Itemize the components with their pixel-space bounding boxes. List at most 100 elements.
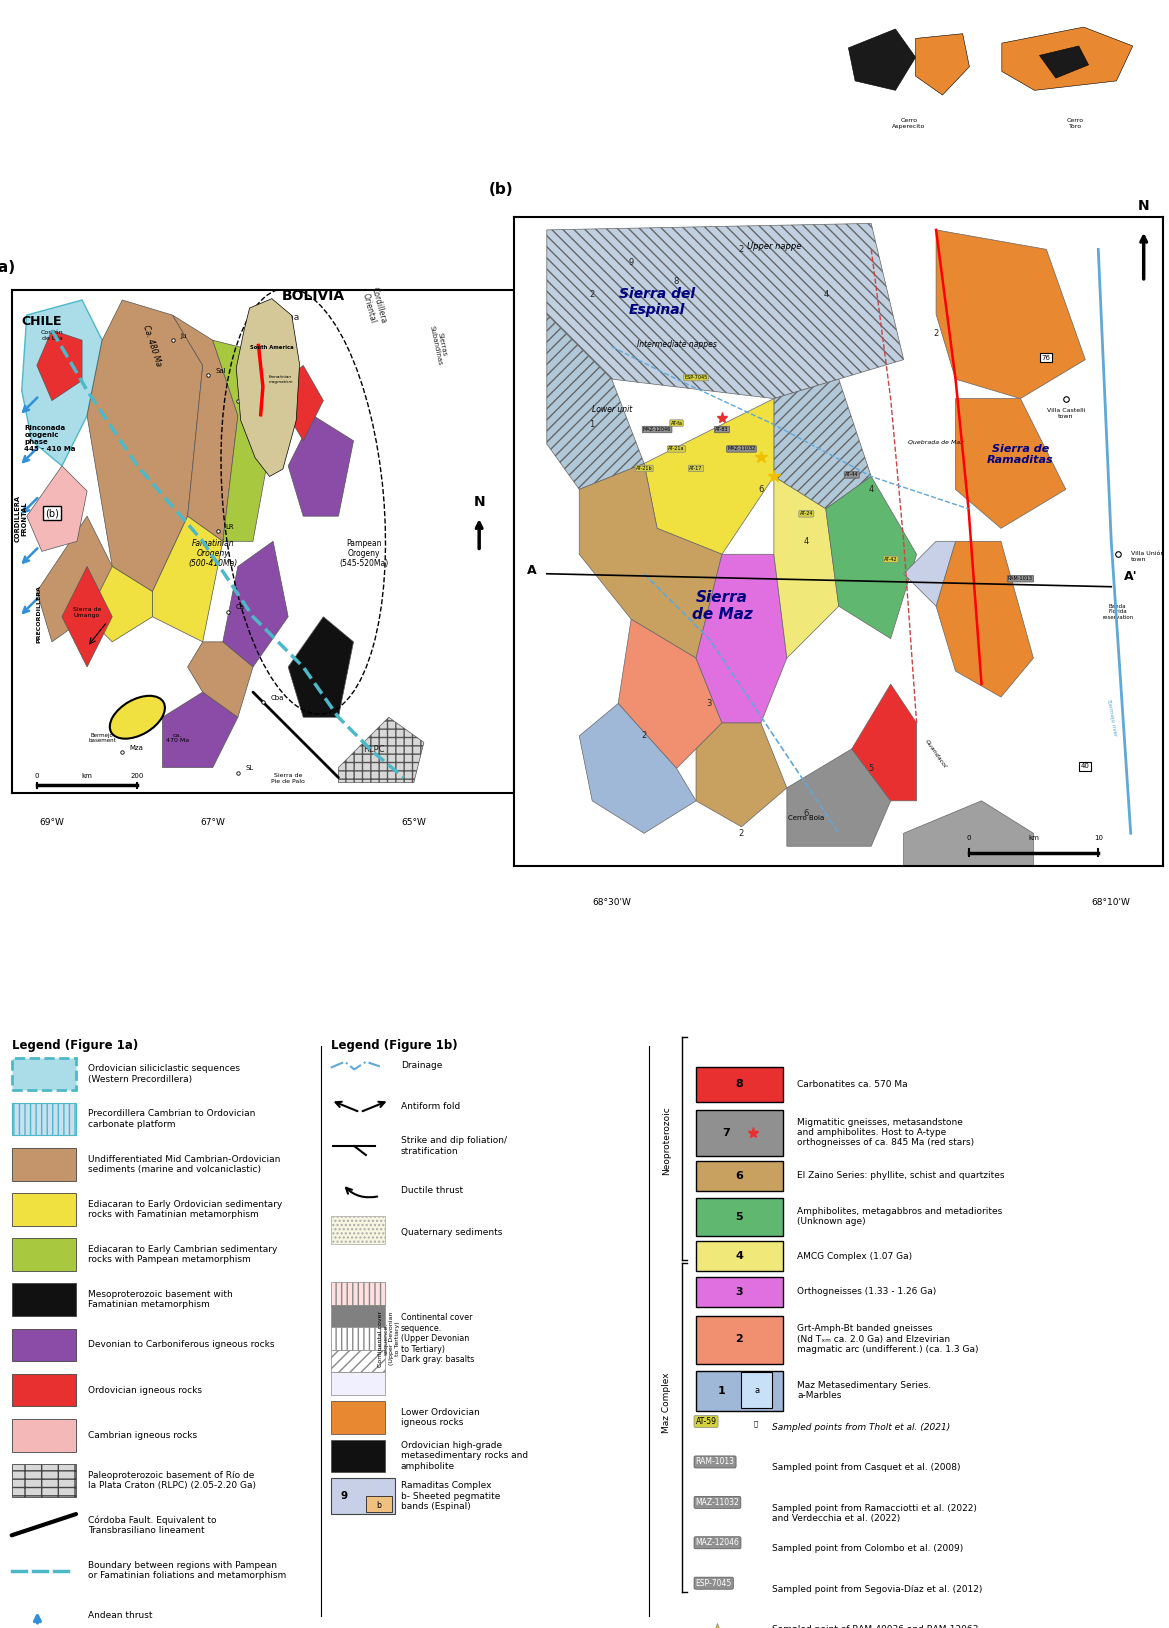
Text: AT-fa: AT-fa [671,420,683,425]
Text: (b): (b) [44,508,58,518]
Text: Sampled point from Segovia-Díaz et al. (2012): Sampled point from Segovia-Díaz et al. (… [772,1584,982,1594]
Text: (a): (a) [0,260,15,275]
Polygon shape [936,230,1085,399]
Text: Ductile thrust: Ductile thrust [401,1185,463,1195]
Text: N: N [473,495,485,510]
Text: AT-44: AT-44 [845,472,858,477]
Text: MAZ-11032: MAZ-11032 [696,1498,739,1508]
Bar [12,1283,76,1315]
Bar [696,1161,783,1192]
Text: AT-59: AT-59 [696,1416,717,1426]
Text: LR: LR [226,524,234,529]
Text: Cordón
de Lila: Cordón de Lila [41,330,63,342]
Text: Devonian to Carboniferous igneous rocks: Devonian to Carboniferous igneous rocks [88,1340,275,1350]
Text: 0: 0 [967,835,970,840]
Text: Rinconada
orogenic
phase
445 - 410 Ma: Rinconada orogenic phase 445 - 410 Ma [25,425,76,453]
Bar [331,1304,386,1327]
Text: Sierra de
Ramaditas: Sierra de Ramaditas [987,444,1053,466]
Text: Sierra de
Pie de Palo: Sierra de Pie de Palo [271,773,305,783]
Text: Famatinian
Orogeny
(500-410Ma): Famatinian Orogeny (500-410Ma) [188,539,237,568]
Text: SL: SL [245,765,254,772]
Text: Sierra
de Maz: Sierra de Maz [692,589,753,622]
Text: CORDILLERA
FRONTAL: CORDILLERA FRONTAL [14,495,27,542]
Text: 3: 3 [706,698,712,708]
Polygon shape [774,477,839,658]
Text: 1: 1 [589,420,595,430]
Polygon shape [904,801,1033,866]
Text: 200: 200 [131,773,144,778]
Polygon shape [236,298,299,477]
Text: 8: 8 [735,1079,743,1089]
Text: Puna: Puna [277,313,299,322]
Bar [12,1058,76,1091]
Text: ca.
470 Ma: ca. 470 Ma [166,733,189,744]
Polygon shape [849,29,915,90]
Text: Cambrian igneous rocks: Cambrian igneous rocks [88,1431,196,1439]
Text: Ediacaran to Early Ordovician sedimentary
rocks with Famatinian metamorphism: Ediacaran to Early Ordovician sedimentar… [88,1200,282,1219]
Text: 68°30'W: 68°30'W [593,899,631,907]
Bar [331,1402,386,1434]
Text: AT-21a: AT-21a [669,446,685,451]
Text: 5: 5 [735,1211,743,1221]
Text: Sampled points from Tholt et al. (2021): Sampled points from Tholt et al. (2021) [772,1423,949,1433]
Text: 2: 2 [934,329,939,339]
Text: 2: 2 [739,829,743,838]
Text: Precordillera Cambrian to Ordovician
carbonate platform: Precordillera Cambrian to Ordovician car… [88,1109,255,1128]
Text: 76: 76 [1042,355,1051,361]
Bar [331,1327,386,1350]
Text: Carbonatites ca. 570 Ma: Carbonatites ca. 570 Ma [797,1079,908,1089]
Text: Villa Castelli
town: Villa Castelli town [1046,409,1085,418]
Text: 4: 4 [804,537,809,545]
Polygon shape [27,466,87,552]
Text: Andean thrust: Andean thrust [88,1612,152,1620]
Polygon shape [87,567,152,641]
Text: Quebrada de Maz: Quebrada de Maz [908,440,963,444]
Text: 5: 5 [869,764,873,773]
Bar [12,1420,76,1452]
Text: a: a [754,1385,760,1395]
Text: AMCG Complex (1.07 Ga): AMCG Complex (1.07 Ga) [797,1252,912,1260]
Text: 40: 40 [1081,764,1090,770]
Bar [12,1148,76,1180]
Text: PRECORDILLERA: PRECORDILLERA [37,584,42,643]
Text: Upper nappe: Upper nappe [747,243,801,251]
Text: 9: 9 [629,257,634,267]
Text: N: N [1137,199,1149,213]
Text: Strike and dip foliation/
stratification: Strike and dip foliation/ stratification [401,1136,507,1156]
Polygon shape [37,330,82,400]
Polygon shape [936,540,1033,697]
Text: Ordovician siliciclastic sequences
(Western Precordillera): Ordovician siliciclastic sequences (West… [88,1065,240,1084]
Polygon shape [955,399,1066,529]
Text: El Zaino Series: phyllite, schist and quartzites: El Zaino Series: phyllite, schist and qu… [797,1172,1005,1180]
Polygon shape [696,723,787,827]
Text: 6: 6 [735,1171,743,1180]
Text: Sampled point of RAM-40036 and RAM-12063: Sampled point of RAM-40036 and RAM-12063 [772,1625,978,1628]
Text: Drainage: Drainage [401,1061,442,1070]
Text: Cerro
Asperecito: Cerro Asperecito [892,119,926,129]
Polygon shape [774,379,871,510]
Text: 10: 10 [1094,835,1102,840]
Text: Lower Ordovician
igneous rocks: Lower Ordovician igneous rocks [401,1408,479,1428]
Text: Villa Unión
town: Villa Unión town [1130,550,1164,562]
Text: 9: 9 [340,1491,347,1501]
Text: Ordovician high-grade
metasedimentary rocks and
amphibolite: Ordovician high-grade metasedimentary ro… [401,1441,528,1470]
Bar [331,1372,386,1395]
Bar [696,1241,783,1271]
Text: Maz Metasedimentary Series.
a-Marbles: Maz Metasedimentary Series. a-Marbles [797,1381,932,1400]
Text: Amphibolites, metagabbros and metadiorites
(Unknown age): Amphibolites, metagabbros and metadiorit… [797,1206,1003,1226]
Polygon shape [547,314,644,490]
Bar [331,1439,386,1472]
Polygon shape [644,399,774,554]
Bar [696,1066,783,1102]
Bar [696,1371,783,1411]
Text: Orthogneisses (1.33 - 1.26 Ga): Orthogneisses (1.33 - 1.26 Ga) [797,1288,936,1296]
Polygon shape [852,684,916,801]
Polygon shape [213,340,274,540]
Polygon shape [580,703,696,834]
Text: 8: 8 [673,277,679,287]
Text: Bermejo river: Bermejo river [1106,700,1116,737]
Text: Neoproterozoic: Neoproterozoic [662,1107,671,1175]
Text: Migmatitic gneisses, metasandstone
and amphibolites. Host to A-type
orthogneisse: Migmatitic gneisses, metasandstone and a… [797,1118,975,1148]
Bar [696,1198,783,1236]
Text: Sampled point from Casquet et al. (2008): Sampled point from Casquet et al. (2008) [772,1464,960,1472]
